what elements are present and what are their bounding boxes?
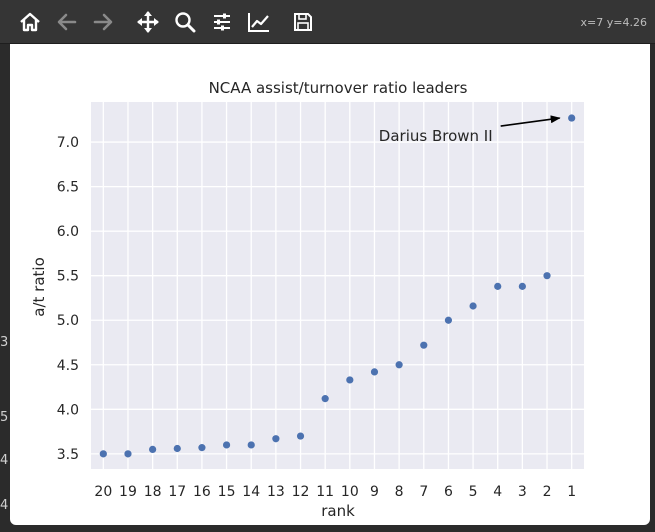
pan-icon bbox=[137, 11, 159, 33]
data-point bbox=[296, 432, 305, 440]
x-tick-label: 11 bbox=[316, 484, 334, 500]
data-point bbox=[124, 450, 132, 458]
pan-button[interactable] bbox=[135, 9, 161, 35]
data-point bbox=[494, 282, 502, 290]
forward-arrow-icon bbox=[93, 13, 113, 31]
x-tick-label: 6 bbox=[444, 484, 453, 500]
x-tick-label: 1 bbox=[567, 484, 576, 500]
background-edge-label: 4 bbox=[0, 453, 9, 468]
home-button[interactable] bbox=[17, 9, 43, 35]
data-point bbox=[321, 395, 329, 403]
save-icon bbox=[294, 13, 312, 31]
y-tick-label: 4.0 bbox=[57, 402, 79, 418]
data-point bbox=[222, 441, 231, 449]
y-tick-label: 7.0 bbox=[57, 135, 79, 151]
x-tick-label: 15 bbox=[218, 484, 236, 500]
data-point bbox=[469, 302, 477, 310]
x-tick-label: 9 bbox=[370, 484, 379, 500]
y-tick-label: 5.0 bbox=[57, 313, 79, 329]
x-tick-label: 3 bbox=[518, 484, 527, 500]
scatter-chart: NCAA assist/turnover ratio leaders 3.5 4.… bbox=[30, 79, 584, 520]
chart-title: NCAA assist/turnover ratio leaders bbox=[209, 79, 468, 97]
x-tick-label: 5 bbox=[469, 484, 478, 500]
save-button[interactable] bbox=[290, 9, 316, 35]
data-point bbox=[420, 341, 428, 349]
data-point bbox=[370, 368, 379, 376]
y-tick-label: 6.0 bbox=[57, 224, 79, 240]
background-edge-label: 5 bbox=[0, 410, 9, 425]
edit-axis-icon bbox=[248, 13, 269, 32]
data-point bbox=[149, 445, 157, 454]
y-tick-label: 3.5 bbox=[57, 447, 79, 463]
edit-axis-button[interactable] bbox=[246, 9, 272, 35]
x-tick-label: 13 bbox=[267, 484, 285, 500]
background-edge-label: 3 bbox=[0, 335, 9, 350]
background-edge-label: 4 bbox=[0, 498, 9, 513]
x-tick-label: 14 bbox=[242, 484, 260, 500]
data-point bbox=[518, 282, 526, 290]
y-tick-label: 6.5 bbox=[57, 180, 79, 196]
x-tick-label: 2 bbox=[543, 484, 552, 500]
data-point bbox=[247, 441, 255, 449]
x-tick-label: 8 bbox=[395, 484, 404, 500]
data-point bbox=[395, 361, 403, 369]
data-point bbox=[173, 444, 181, 453]
configure-subplots-icon bbox=[214, 13, 230, 31]
back-button[interactable] bbox=[54, 9, 80, 35]
x-tick-label: 10 bbox=[341, 484, 359, 500]
x-tick-label: 17 bbox=[168, 484, 186, 500]
zoom-button[interactable] bbox=[172, 9, 198, 35]
forward-button[interactable] bbox=[90, 9, 116, 35]
annotation-label: Darius Brown II bbox=[379, 127, 493, 145]
plot-area bbox=[91, 102, 584, 469]
data-point bbox=[568, 114, 576, 122]
cursor-coordinates: x=7 y=4.26 bbox=[580, 16, 647, 29]
data-point bbox=[346, 376, 354, 384]
data-point bbox=[99, 450, 107, 458]
navigation-toolbar: x=7 y=4.26 bbox=[0, 0, 655, 44]
x-tick-label: 7 bbox=[419, 484, 428, 500]
data-point bbox=[444, 316, 453, 324]
annotation-arrow bbox=[500, 115, 561, 127]
y-tick-label: 4.5 bbox=[57, 358, 79, 374]
home-icon bbox=[20, 12, 40, 32]
configure-subplots-button[interactable] bbox=[209, 9, 235, 35]
x-tick-label: 20 bbox=[94, 484, 112, 500]
y-axis-label: a/t ratio bbox=[30, 257, 48, 316]
back-arrow-icon bbox=[57, 13, 77, 31]
x-tick-label: 12 bbox=[292, 484, 310, 500]
data-point bbox=[198, 444, 206, 452]
x-tick-label: 18 bbox=[144, 484, 162, 500]
zoom-icon bbox=[175, 12, 196, 33]
x-tick-label: 19 bbox=[119, 484, 137, 500]
x-tick-label: 16 bbox=[193, 484, 211, 500]
x-tick-label: 4 bbox=[493, 484, 502, 500]
figure-window: NCAA assist/turnover ratio leaders 3.5 4.… bbox=[10, 0, 650, 525]
x-axis-label: rank bbox=[321, 502, 355, 520]
y-tick-label: 5.5 bbox=[57, 269, 79, 285]
data-point bbox=[543, 272, 551, 280]
data-point bbox=[272, 435, 280, 443]
